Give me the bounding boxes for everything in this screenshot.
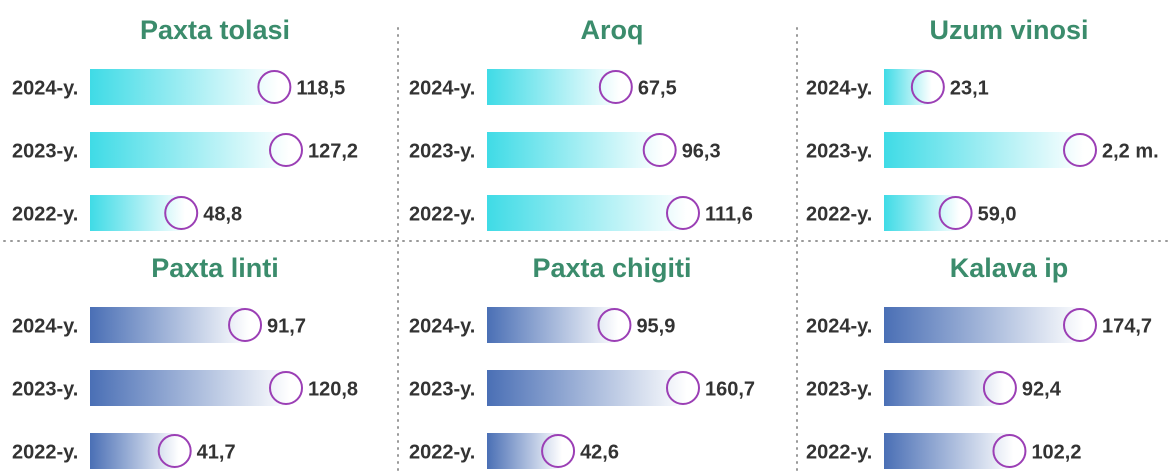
value-label: 42,6 (580, 441, 619, 463)
bar (884, 195, 960, 231)
category-label: 2023-y. (12, 378, 78, 400)
category-label: 2022-y. (806, 203, 872, 225)
category-label: 2023-y. (806, 140, 872, 162)
marker-circle (164, 196, 199, 230)
bar (487, 307, 619, 343)
marker-circle (228, 308, 263, 342)
bar (487, 132, 664, 168)
category-label: 2023-y. (806, 378, 872, 400)
bar (884, 433, 1014, 469)
bar (884, 69, 932, 105)
category-label: 2024-y. (409, 77, 475, 99)
marker-circle (598, 70, 633, 104)
panel-title: Uzum vinosi (929, 15, 1088, 45)
value-label: 111,6 (705, 203, 753, 225)
value-label: 118,5 (296, 77, 345, 99)
marker-circle (541, 434, 576, 468)
panel-title: Paxta linti (151, 253, 279, 283)
marker-circle (269, 371, 303, 405)
value-label: 102,2 (1031, 441, 1081, 463)
marker-circle (910, 70, 945, 104)
value-label: 120,8 (308, 378, 358, 400)
value-label: 96,3 (682, 140, 721, 162)
panel-title: Paxta tolasi (140, 15, 290, 45)
bar (90, 69, 279, 105)
bar (884, 132, 1084, 168)
category-label: 2022-y. (806, 441, 872, 463)
bar (487, 69, 620, 105)
marker-circle (269, 133, 303, 167)
marker-circle (597, 308, 632, 342)
value-label: 23,1 (950, 77, 989, 99)
value-label: 160,7 (705, 378, 755, 400)
marker-circle (938, 196, 973, 230)
marker-circle (992, 434, 1027, 468)
category-label: 2023-y. (409, 140, 475, 162)
marker-circle (982, 371, 1017, 405)
value-label: 174,7 (1102, 315, 1152, 337)
value-label: 59,0 (978, 203, 1017, 225)
panel-title: Paxta chigiti (532, 253, 691, 283)
bar (487, 195, 687, 231)
bar (487, 370, 687, 406)
category-label: 2024-y. (806, 315, 872, 337)
category-label: 2024-y. (12, 315, 78, 337)
marker-circle (257, 70, 292, 104)
category-label: 2023-y. (12, 140, 78, 162)
marker-circle (157, 434, 192, 468)
bar (884, 370, 1004, 406)
category-label: 2023-y. (409, 378, 475, 400)
category-label: 2022-y. (409, 441, 475, 463)
panel-title: Aroq (581, 15, 644, 45)
bar (487, 433, 563, 469)
marker-circle (666, 371, 700, 405)
bar (90, 370, 290, 406)
value-label: 41,7 (197, 441, 236, 463)
category-label: 2024-y. (12, 77, 78, 99)
category-label: 2024-y. (806, 77, 872, 99)
value-label: 95,9 (636, 315, 675, 337)
bar (90, 307, 250, 343)
value-label: 92,4 (1022, 378, 1062, 400)
bar (90, 132, 290, 168)
marker-circle (1063, 308, 1097, 342)
value-label: 91,7 (267, 315, 306, 337)
marker-circle (666, 196, 700, 230)
value-label: 2,2 m. (1102, 140, 1159, 162)
panel-title: Kalava ip (950, 253, 1069, 283)
category-label: 2024-y. (409, 315, 475, 337)
category-label: 2022-y. (12, 203, 78, 225)
value-label: 48,8 (203, 203, 242, 225)
value-label: 127,2 (308, 140, 358, 162)
category-label: 2022-y. (12, 441, 78, 463)
category-label: 2022-y. (409, 203, 475, 225)
marker-circle (642, 133, 677, 167)
marker-circle (1063, 133, 1097, 167)
bar (884, 307, 1084, 343)
value-label: 67,5 (638, 77, 677, 99)
